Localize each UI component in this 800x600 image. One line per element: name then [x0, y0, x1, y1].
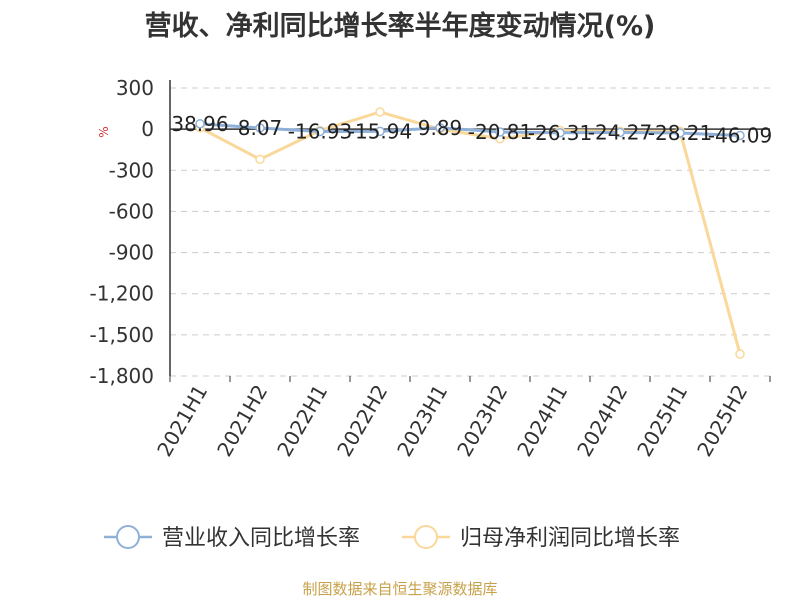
data-point — [375, 107, 385, 117]
data-point — [495, 127, 505, 137]
series-layer — [195, 107, 745, 359]
data-point — [195, 119, 205, 129]
y-tick-label: -1,200 — [90, 282, 154, 306]
data-label: 38.96 — [171, 112, 228, 136]
data-point — [675, 128, 685, 138]
y-tick-label: 0 — [141, 117, 154, 141]
x-tick-label: 2025H2 — [692, 381, 752, 461]
y-tick-label: -1,500 — [90, 323, 154, 347]
y-tick-label: -1,800 — [90, 364, 154, 388]
x-tick-label: 2023H1 — [392, 381, 452, 461]
data-label: -15.94 — [348, 119, 412, 143]
x-tick-label: 2021H2 — [212, 381, 272, 461]
data-point — [435, 123, 445, 133]
data-label: -24.27 — [588, 120, 652, 144]
data-point — [615, 127, 625, 138]
legend-label: 营业收入同比增长率 — [162, 526, 360, 551]
series-line — [199, 110, 742, 355]
x-tick-label: 2023H2 — [452, 381, 512, 461]
source-note: 制图数据来自恒生聚源数据库 — [302, 580, 498, 598]
legend[interactable]: 营业收入同比增长率 归母净利润同比增长率 — [104, 525, 680, 551]
data-point — [255, 123, 265, 133]
data-labels: 38.96 8.07 -16.93-15.94 9.89 -20.81-26.31-24… — [171, 112, 772, 148]
legend-marker — [116, 525, 140, 549]
y-tick-label: -300 — [109, 158, 154, 182]
data-label: 8.07 — [238, 116, 283, 140]
data-label: -46.09 — [708, 123, 772, 147]
grid-lines — [170, 87, 770, 377]
data-point — [735, 349, 745, 359]
legend-item-revenue[interactable]: 营业收入同比增长率 — [104, 525, 360, 551]
y-tick-label: -600 — [109, 199, 154, 223]
data-label: -16.93 — [288, 119, 352, 143]
data-point — [255, 154, 265, 165]
data-point — [315, 126, 325, 137]
x-tick-label: 2022H2 — [332, 381, 392, 461]
data-label: -20.81 — [468, 120, 532, 144]
data-label: 9.89 — [418, 116, 463, 140]
x-tick-label: 2022H1 — [272, 381, 332, 461]
y-tick-label: 300 — [116, 76, 154, 100]
data-label: -26.31 — [528, 121, 592, 145]
data-point — [735, 130, 745, 141]
x-tick-label: 2025H1 — [632, 381, 692, 461]
x-tick-label: 2024H1 — [512, 381, 572, 461]
y-axis-unit: % — [97, 126, 111, 137]
y-tick-label: -900 — [109, 241, 154, 265]
legend-marker — [414, 525, 438, 549]
x-tick-label: 2021H1 — [152, 381, 212, 461]
series-line — [199, 122, 741, 137]
chart-title: 营收、净利同比增长率半年度变动情况(%) — [144, 11, 656, 42]
data-point — [375, 126, 385, 137]
x-tick-label: 2024H2 — [572, 381, 632, 461]
data-point — [555, 128, 565, 138]
legend-item-net-profit[interactable]: 归母净利润同比增长率 — [402, 525, 680, 551]
data-label: -28.21 — [648, 121, 712, 145]
legend-label: 归母净利润同比增长率 — [460, 526, 680, 551]
